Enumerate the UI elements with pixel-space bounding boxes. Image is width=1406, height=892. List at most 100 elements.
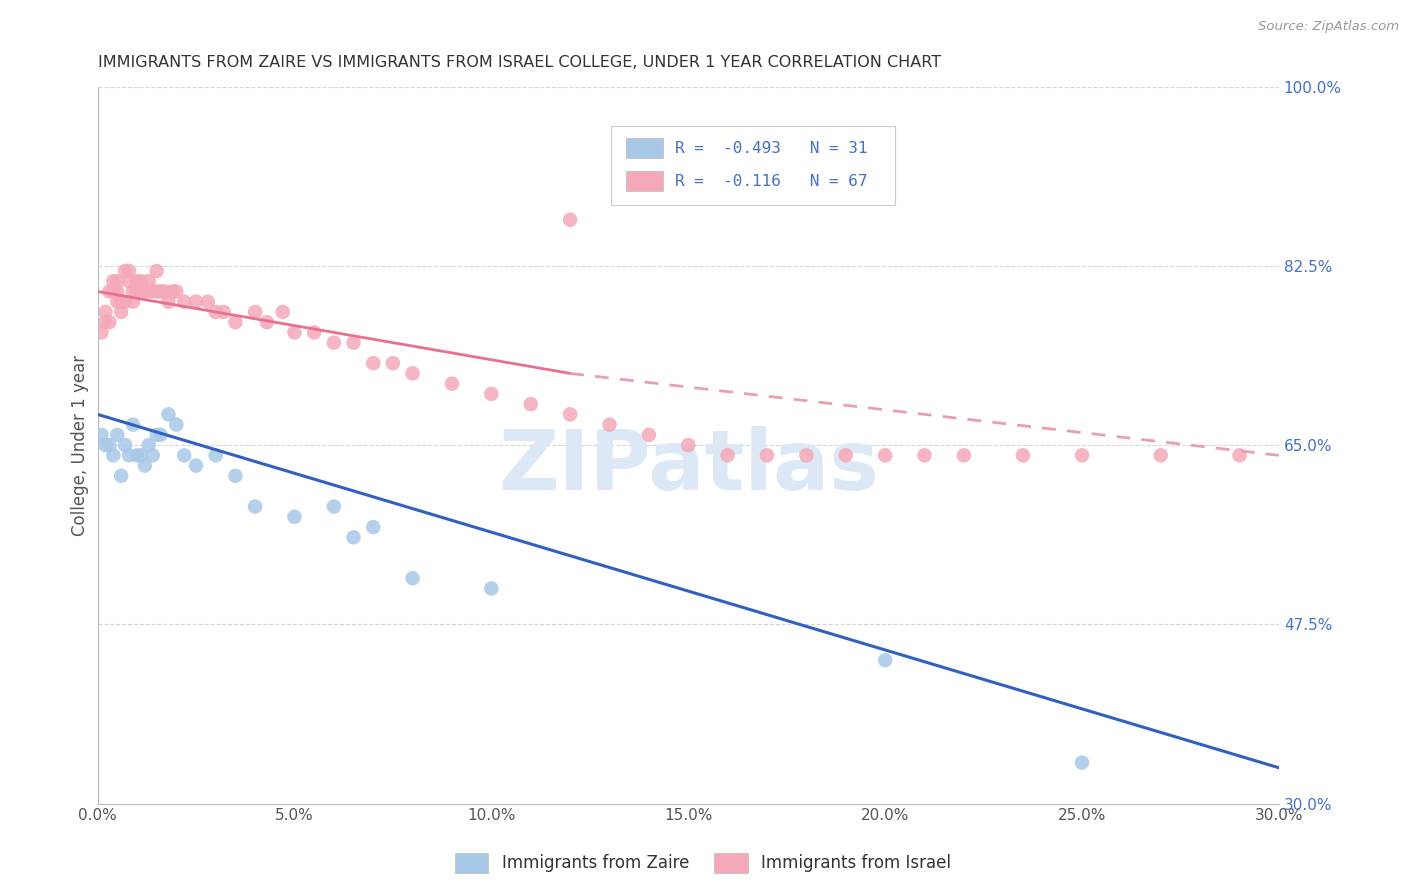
Point (717, 448, 740, 462)
Point (110, 305, 132, 319)
Point (173, 294, 195, 309)
Point (381, 356, 404, 370)
Point (479, 387, 502, 401)
Point (953, 448, 976, 462)
FancyBboxPatch shape (626, 171, 664, 191)
Point (105, 428, 128, 442)
Point (129, 274, 152, 288)
Point (118, 264, 141, 278)
Point (125, 274, 148, 288)
Y-axis label: College, Under 1 year: College, Under 1 year (72, 354, 89, 536)
Text: R =  -0.493   N = 31: R = -0.493 N = 31 (675, 141, 868, 156)
Legend: Immigrants from Zaire, Immigrants from Israel: Immigrants from Zaire, Immigrants from I… (449, 847, 957, 880)
Point (94, 315, 117, 329)
Point (243, 305, 266, 319)
Point (875, 448, 897, 462)
Point (361, 520, 384, 534)
Point (98, 438, 121, 452)
Point (1229, 448, 1251, 462)
Point (1071, 756, 1094, 770)
Point (90, 326, 112, 340)
Text: ZIPatlas: ZIPatlas (498, 426, 879, 508)
Point (129, 448, 152, 462)
Point (103, 285, 125, 299)
Point (149, 285, 172, 299)
Point (197, 294, 219, 309)
FancyBboxPatch shape (626, 138, 664, 158)
Point (162, 285, 184, 299)
Point (678, 438, 700, 452)
Point (122, 417, 145, 432)
Point (184, 458, 207, 473)
Point (98, 315, 121, 329)
Point (875, 653, 897, 667)
Point (204, 305, 226, 319)
Point (1012, 448, 1035, 462)
Point (184, 294, 207, 309)
Point (342, 530, 364, 544)
Point (134, 458, 156, 473)
Point (149, 428, 172, 442)
Point (125, 285, 148, 299)
Point (145, 428, 167, 442)
Point (322, 335, 344, 350)
Point (105, 294, 128, 309)
Point (138, 285, 160, 299)
Point (224, 315, 246, 329)
Point (103, 448, 125, 462)
Point (138, 438, 160, 452)
Point (110, 294, 132, 309)
Point (122, 285, 145, 299)
Point (479, 582, 502, 596)
Point (283, 509, 305, 524)
Point (914, 448, 936, 462)
Point (105, 285, 128, 299)
Point (105, 274, 128, 288)
Point (125, 448, 148, 462)
Point (114, 264, 136, 278)
Point (212, 305, 235, 319)
Point (558, 212, 581, 227)
Text: IMMIGRANTS FROM ZAIRE VS IMMIGRANTS FROM ISRAEL COLLEGE, UNDER 1 YEAR CORRELATIO: IMMIGRANTS FROM ZAIRE VS IMMIGRANTS FROM… (97, 55, 941, 70)
Point (94, 305, 117, 319)
Point (94, 438, 117, 452)
Point (145, 264, 167, 278)
Point (283, 326, 305, 340)
Point (98, 285, 121, 299)
Point (256, 315, 278, 329)
Point (361, 356, 384, 370)
Point (302, 326, 325, 340)
Point (138, 274, 160, 288)
Point (114, 294, 136, 309)
Point (118, 274, 141, 288)
Point (204, 448, 226, 462)
Point (756, 448, 779, 462)
Text: R =  -0.116   N = 67: R = -0.116 N = 67 (675, 174, 868, 189)
Point (165, 417, 187, 432)
Point (1150, 448, 1173, 462)
Point (796, 448, 818, 462)
Point (440, 376, 463, 391)
Point (103, 274, 125, 288)
Point (165, 285, 187, 299)
Point (322, 500, 344, 514)
Point (134, 285, 156, 299)
FancyBboxPatch shape (612, 126, 896, 205)
Point (114, 438, 136, 452)
Point (835, 448, 858, 462)
Point (110, 468, 132, 483)
Point (243, 500, 266, 514)
Point (118, 448, 141, 462)
Point (271, 305, 294, 319)
Point (157, 408, 180, 422)
Point (638, 428, 661, 442)
Point (519, 397, 541, 411)
Point (153, 285, 176, 299)
Point (558, 408, 581, 422)
Point (142, 448, 165, 462)
Point (90, 428, 112, 442)
Point (142, 285, 165, 299)
Point (342, 335, 364, 350)
Point (401, 571, 423, 585)
Text: Source: ZipAtlas.com: Source: ZipAtlas.com (1258, 20, 1399, 33)
